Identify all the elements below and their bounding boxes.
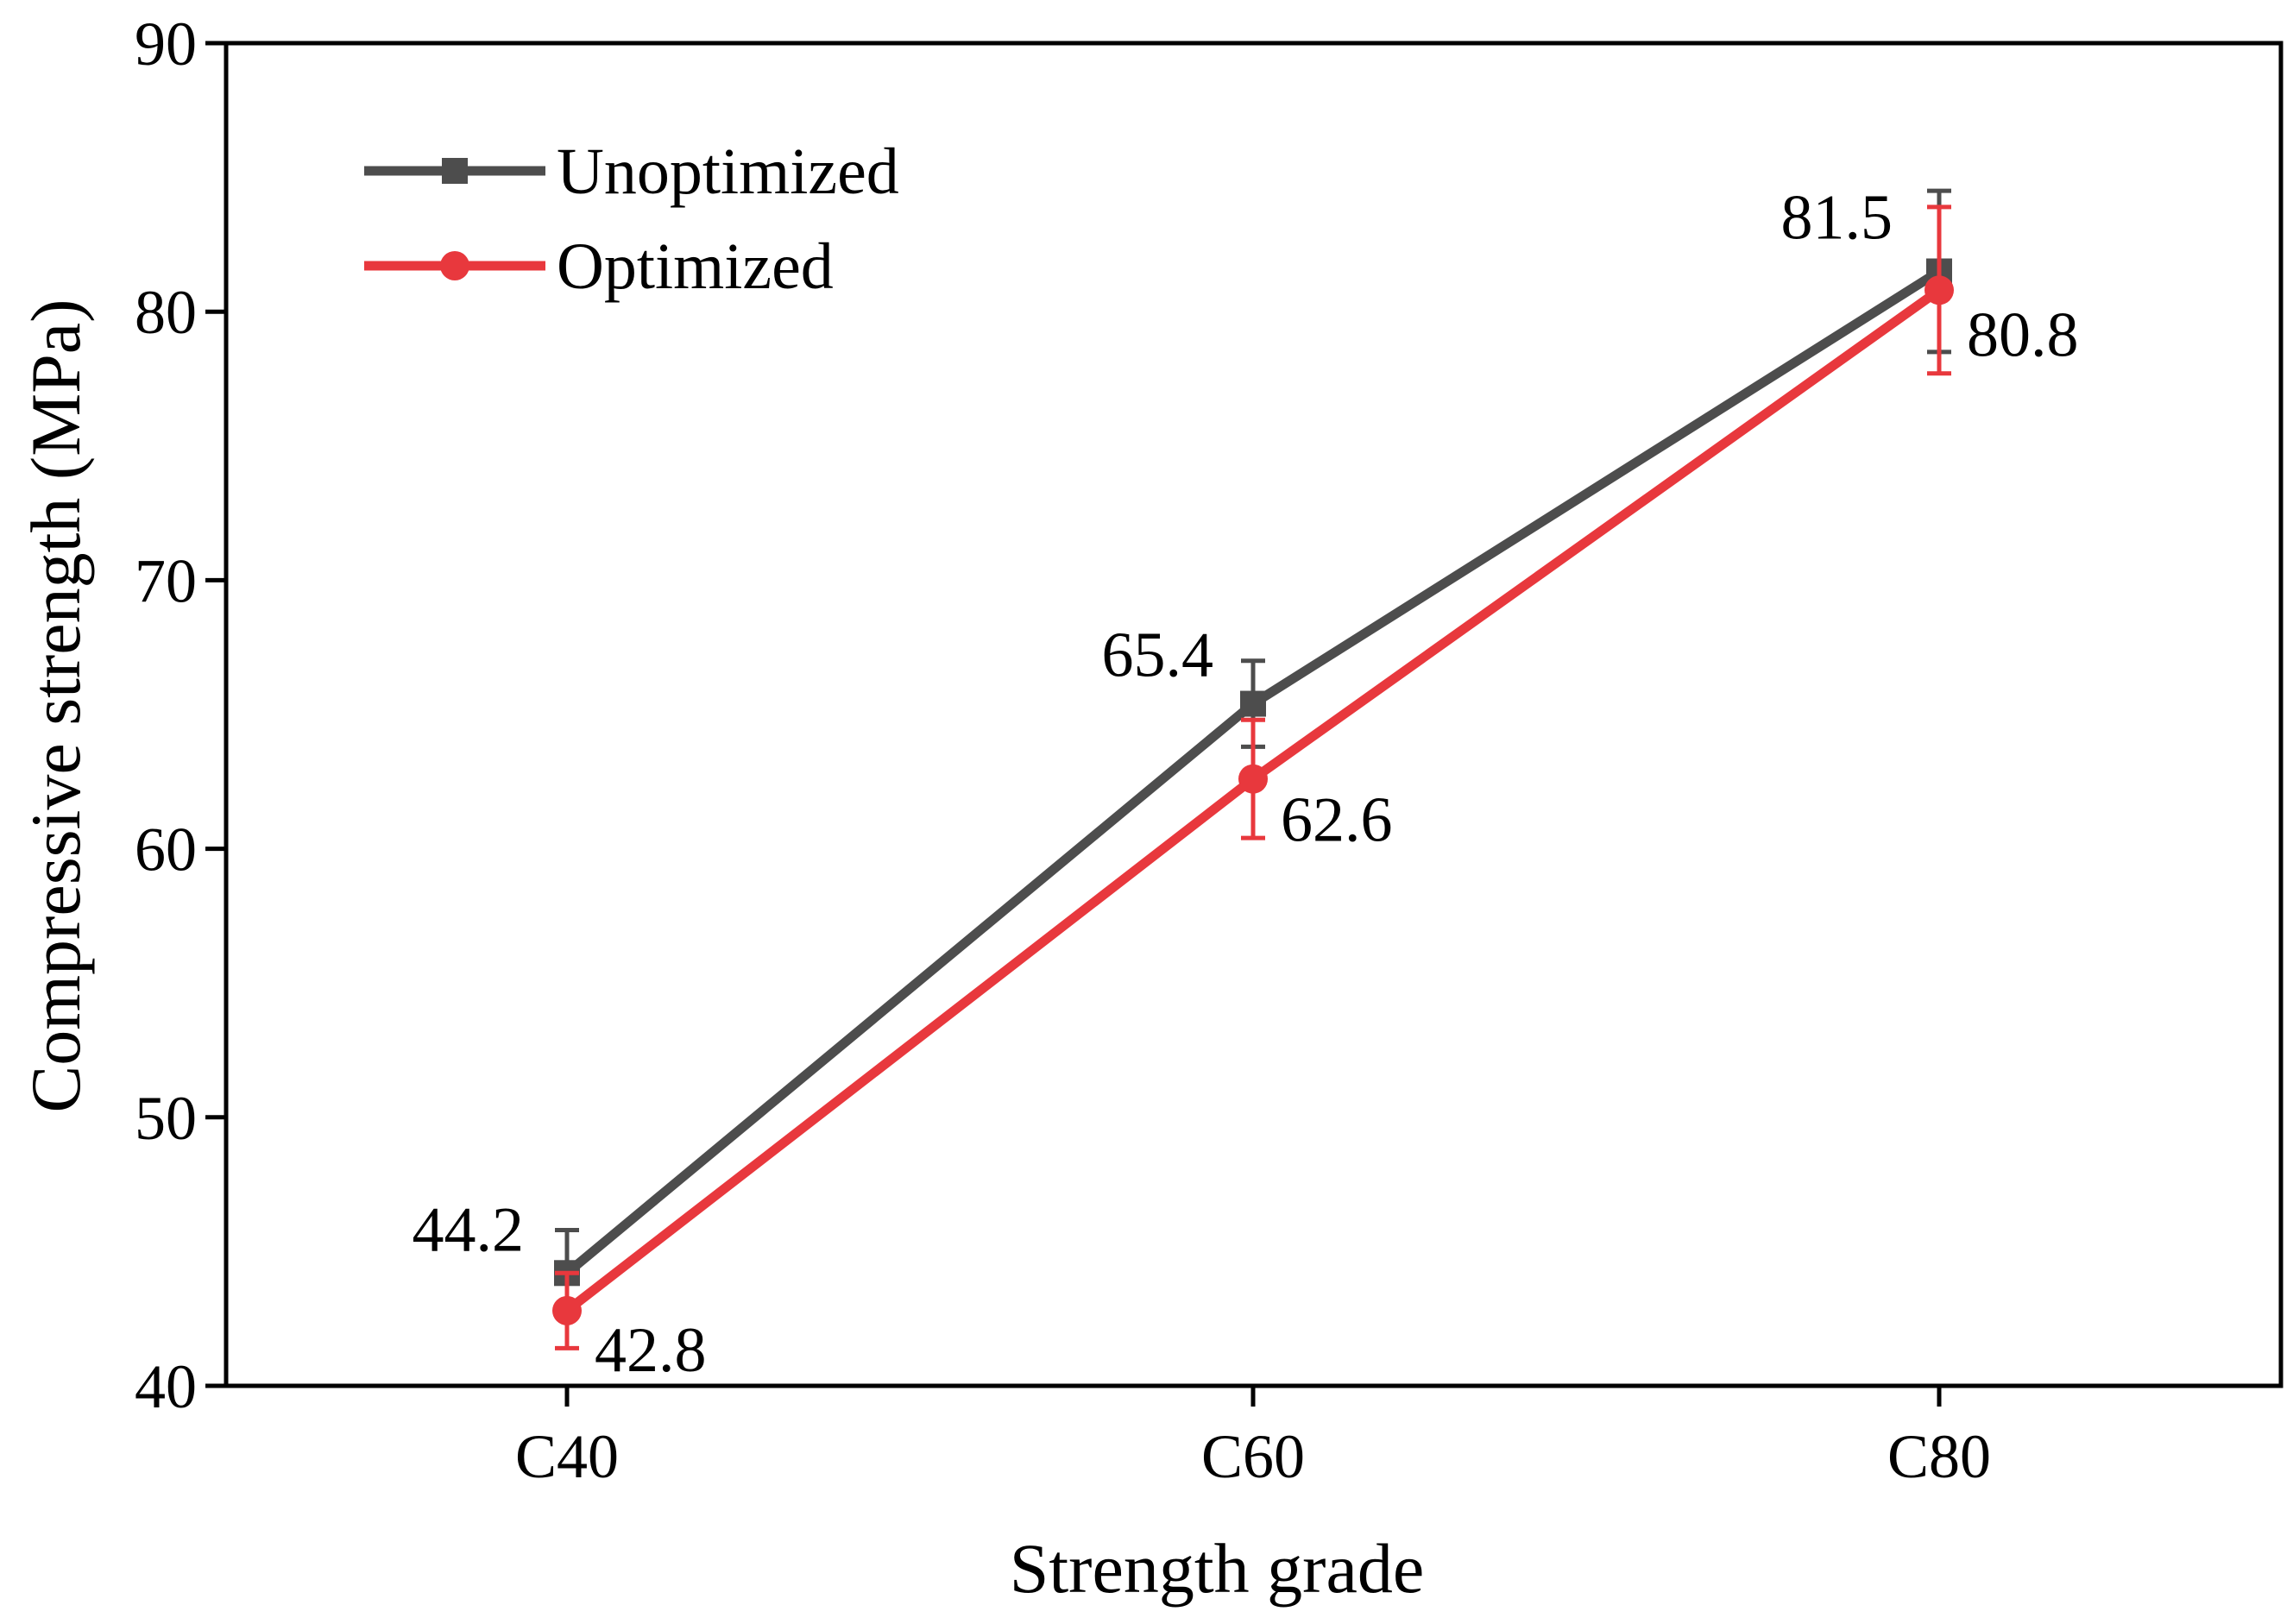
data-point-square	[1240, 690, 1266, 717]
legend-label: Unoptimized	[557, 135, 899, 208]
legend-marker-square	[442, 158, 468, 184]
data-label: 80.8	[1967, 299, 2079, 370]
x-axis-title: Strength grade	[1010, 1529, 1424, 1608]
legend-item-unoptimized: Unoptimized	[364, 135, 899, 208]
data-point-circle	[1924, 275, 1954, 305]
series-optimized	[552, 205, 1954, 1350]
data-label: 42.8	[595, 1315, 707, 1386]
data-point-circle	[1238, 764, 1268, 794]
y-axis: 40 50 60 70 80 90	[135, 9, 226, 1421]
x-axis: C40 C60 C80	[515, 1386, 1991, 1491]
data-label: 62.6	[1281, 785, 1393, 856]
legend-marker-circle	[440, 251, 469, 280]
data-label: 81.5	[1781, 183, 1893, 254]
data-point-circle	[552, 1295, 582, 1325]
y-axis-title: Compressive strength (MPa)	[16, 299, 95, 1113]
series-layer	[552, 188, 1954, 1350]
legend-label: Optimized	[557, 230, 834, 303]
y-tick-label: 70	[135, 546, 197, 615]
y-tick-label: 50	[135, 1084, 197, 1153]
x-tick-label: C60	[1201, 1422, 1305, 1491]
y-tick-label: 60	[135, 815, 197, 884]
x-tick-label: C80	[1887, 1422, 1991, 1491]
legend: Unoptimized Optimized	[364, 135, 899, 303]
data-label: 65.4	[1102, 620, 1214, 691]
data-labels: 44.2 65.4 81.5 42.8 62.6 80.8	[413, 183, 2079, 1386]
y-tick-label: 80	[135, 278, 197, 347]
legend-item-optimized: Optimized	[364, 230, 834, 303]
data-label: 44.2	[413, 1194, 525, 1265]
y-tick-label: 90	[135, 9, 197, 79]
y-tick-label: 40	[135, 1352, 197, 1421]
x-tick-label: C40	[515, 1422, 619, 1491]
